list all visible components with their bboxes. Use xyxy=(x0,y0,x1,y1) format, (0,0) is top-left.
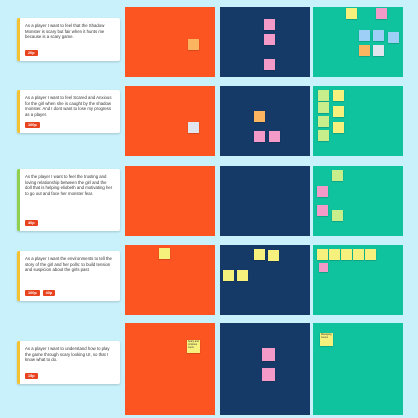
sticky-note[interactable] xyxy=(359,30,370,41)
sticky-note[interactable] xyxy=(188,39,199,50)
story-text: As a player I want to feel that the Shad… xyxy=(25,23,105,40)
sticky-note[interactable] xyxy=(317,205,328,216)
teal-frame[interactable] xyxy=(313,166,403,236)
points-tag[interactable]: 100p xyxy=(25,121,40,128)
sticky-note[interactable] xyxy=(318,130,329,141)
orange-frame[interactable] xyxy=(125,86,215,156)
sticky-note[interactable] xyxy=(318,116,329,127)
sticky-note[interactable] xyxy=(333,122,344,133)
sticky-note[interactable] xyxy=(262,368,275,381)
story-row: As the player I want to feel the trustin… xyxy=(0,166,418,238)
sticky-note[interactable] xyxy=(264,59,275,70)
sticky-note[interactable] xyxy=(332,210,343,221)
card-accent-bar xyxy=(17,341,20,384)
story-row: As a player I want the environments to t… xyxy=(0,245,418,317)
sticky-note[interactable] xyxy=(318,90,329,101)
sticky-note[interactable] xyxy=(341,249,352,260)
teal-frame[interactable]: Managing menus xyxy=(313,323,403,415)
card-accent-bar xyxy=(17,90,20,133)
user-story-card[interactable]: As a player I want the environments to t… xyxy=(17,251,120,301)
points-tag[interactable]: 20p xyxy=(25,49,38,56)
sticky-note[interactable] xyxy=(264,34,275,45)
teal-frame[interactable] xyxy=(313,245,403,315)
sticky-note[interactable] xyxy=(332,170,343,181)
sticky-note[interactable]: Scary and ominous menu xyxy=(187,340,200,353)
sticky-note[interactable]: Managing menus xyxy=(320,333,333,346)
card-accent-bar xyxy=(17,251,20,301)
story-row: As a player I want to feel Scared and An… xyxy=(0,86,418,158)
sticky-note[interactable] xyxy=(188,122,199,133)
user-story-card[interactable]: As a player I want to feel Scared and An… xyxy=(17,90,120,133)
story-row: As a player I want to feel that the Shad… xyxy=(0,7,418,79)
navy-frame[interactable] xyxy=(220,166,310,236)
sticky-note[interactable] xyxy=(237,270,248,281)
story-text: As a player I want to feel Scared and An… xyxy=(25,95,112,117)
orange-frame[interactable] xyxy=(125,7,215,77)
user-story-card[interactable]: As a player I want to understand how to … xyxy=(17,341,120,384)
story-text: As a player I want to understand how to … xyxy=(25,346,110,363)
story-text: As a player I want the environments to t… xyxy=(25,256,112,273)
card-accent-bar xyxy=(17,18,20,61)
navy-frame[interactable] xyxy=(220,245,310,315)
orange-frame[interactable] xyxy=(125,245,215,315)
sticky-note[interactable] xyxy=(388,32,399,43)
navy-frame[interactable] xyxy=(220,323,310,415)
navy-frame[interactable] xyxy=(220,7,310,77)
story-text: As the player I want to feel the trustin… xyxy=(25,174,113,196)
sticky-note[interactable] xyxy=(262,348,275,361)
story-row: As a player I want to understand how to … xyxy=(0,323,418,415)
sticky-note[interactable] xyxy=(318,102,329,113)
sticky-note[interactable] xyxy=(373,30,384,41)
sticky-note[interactable] xyxy=(346,8,357,19)
teal-frame[interactable] xyxy=(313,86,403,156)
sticky-note[interactable] xyxy=(269,131,280,142)
sticky-note[interactable] xyxy=(365,249,376,260)
sticky-note[interactable] xyxy=(353,249,364,260)
sticky-note[interactable] xyxy=(333,106,344,117)
sticky-note[interactable] xyxy=(159,248,170,259)
sticky-note[interactable] xyxy=(268,250,279,261)
user-story-card[interactable]: As the player I want to feel the trustin… xyxy=(17,169,120,231)
user-story-card[interactable]: As a player I want to feel that the Shad… xyxy=(17,18,120,61)
sticky-note[interactable] xyxy=(359,45,370,56)
sticky-note[interactable] xyxy=(319,263,328,272)
points-tag[interactable]: 40p xyxy=(25,219,38,226)
navy-frame[interactable] xyxy=(220,86,310,156)
sticky-note[interactable] xyxy=(329,249,340,260)
points-tag[interactable]: 100p xyxy=(25,289,40,296)
sticky-note[interactable] xyxy=(264,19,275,30)
sticky-note[interactable] xyxy=(317,186,328,197)
sticky-note[interactable] xyxy=(373,45,384,56)
sticky-note[interactable] xyxy=(317,249,328,260)
points-tag[interactable]: 15p xyxy=(25,372,38,379)
orange-frame[interactable] xyxy=(125,166,215,236)
sticky-note[interactable] xyxy=(333,90,344,101)
sticky-note[interactable] xyxy=(376,8,387,19)
points-tag[interactable]: 40p xyxy=(42,289,56,296)
sticky-note[interactable] xyxy=(254,131,265,142)
card-accent-bar xyxy=(17,169,20,231)
teal-frame[interactable] xyxy=(313,7,403,77)
sticky-note[interactable] xyxy=(254,249,265,260)
sticky-note[interactable] xyxy=(254,111,265,122)
orange-frame[interactable]: Scary and ominous menu xyxy=(125,323,215,415)
sticky-note[interactable] xyxy=(223,270,234,281)
